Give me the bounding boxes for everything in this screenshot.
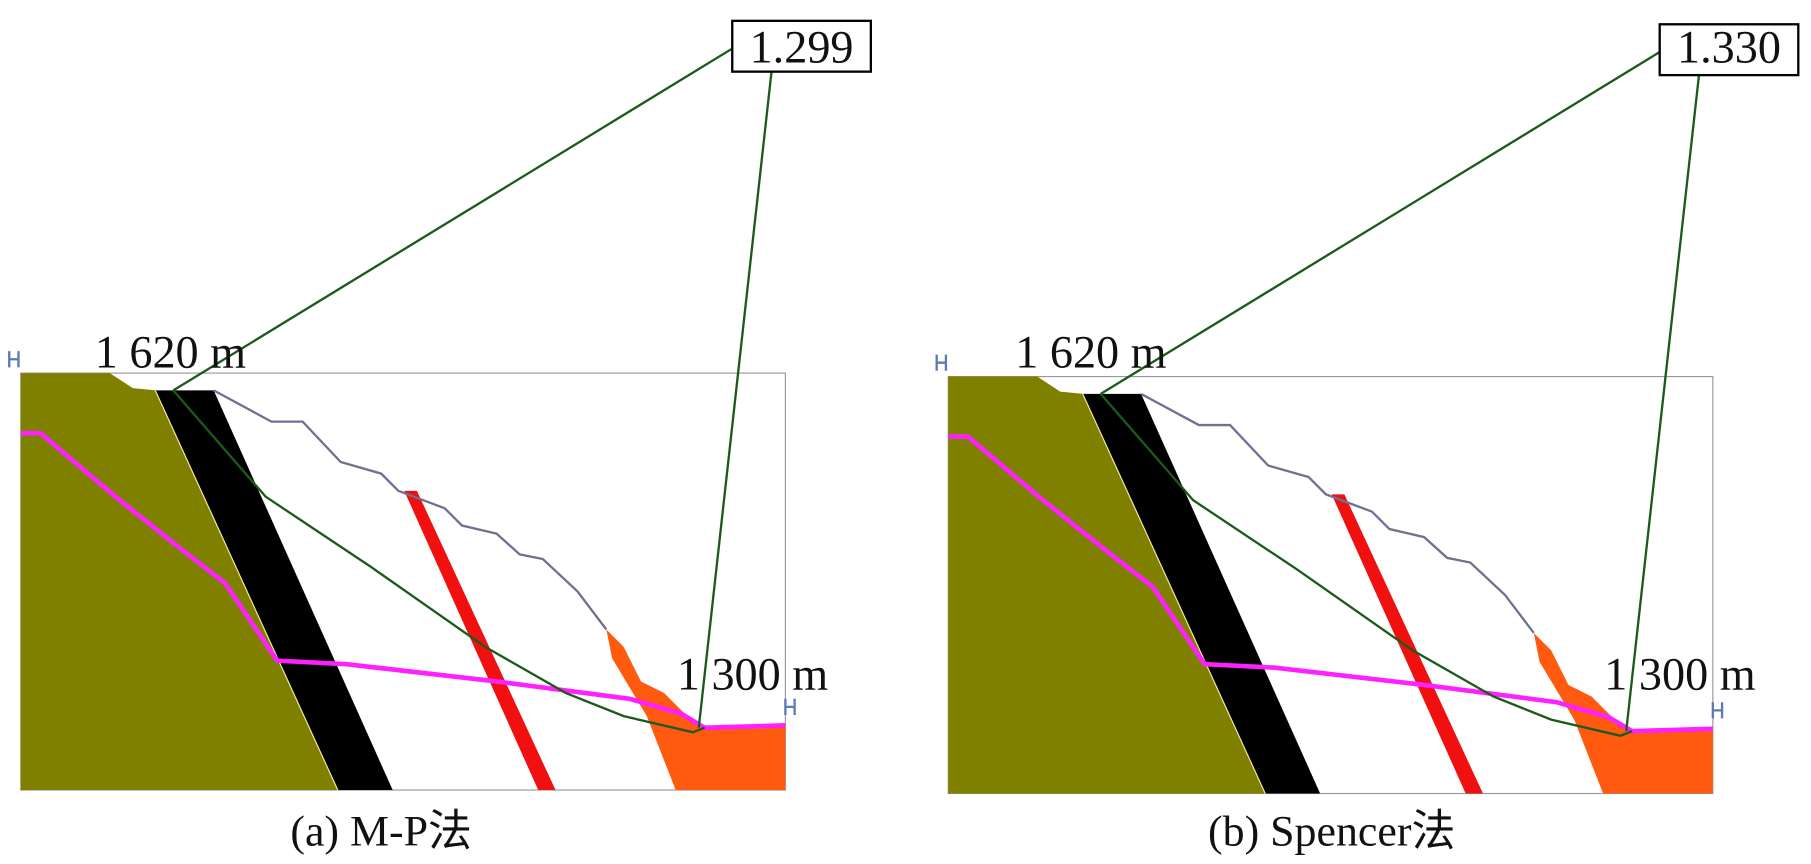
panel-a: 1.299 1 620 m 1 300 m (a) M-P法: [9, 21, 871, 855]
toe-elevation: 1 300 m: [677, 649, 828, 700]
safety-factor: 1.299: [750, 21, 854, 72]
panel-b: 1.330 1 620 m 1 300 m (b) Spencer法: [937, 21, 1799, 855]
caption: (b) Spencer法: [1208, 807, 1455, 855]
caption: (a) M-P法: [290, 807, 472, 855]
top-elevation: 1 620 m: [1015, 326, 1166, 377]
safety-factor: 1.330: [1677, 21, 1781, 72]
top-elevation: 1 620 m: [95, 326, 246, 377]
toe-elevation: 1 300 m: [1604, 649, 1755, 700]
